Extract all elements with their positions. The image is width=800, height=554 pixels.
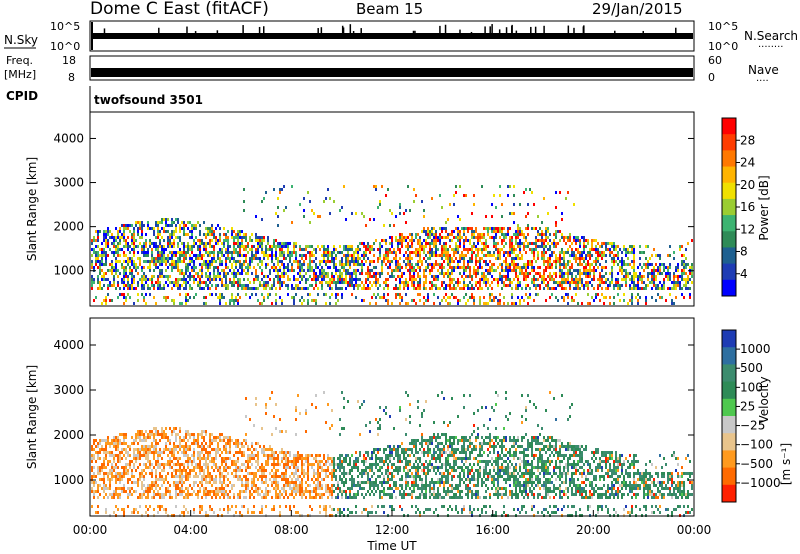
y-tick-label: 3000	[53, 383, 84, 397]
x-tick-label: 00:00	[73, 523, 108, 537]
colorbar-tick-label: −100	[740, 438, 773, 452]
colorbar-swatch	[722, 215, 736, 232]
beam-title: Beam 15	[356, 0, 423, 18]
colorbar-swatch	[722, 347, 736, 365]
colorbar-swatch	[722, 118, 736, 135]
colorbar-swatch	[722, 279, 736, 297]
y-tick-label: 3000	[53, 176, 84, 190]
power-panel-frame	[89, 111, 695, 307]
cpid-label: CPID	[6, 89, 38, 103]
y-tick-label: 4000	[53, 131, 84, 145]
colorbar-tick-label: 500	[740, 361, 763, 375]
colorbar-tick-label: 20	[740, 178, 755, 192]
nsky-tick-top: 10^5	[50, 20, 80, 33]
colorbar-swatch	[722, 166, 736, 184]
x-tick-label: 00:00	[677, 523, 712, 537]
colorbar-tick-label: −1000	[740, 476, 781, 490]
colorbar-swatch	[722, 416, 736, 434]
colorbar-tick-label: 1000	[740, 342, 771, 356]
cpid-value: twofsound 3501	[94, 93, 203, 107]
station-title: Dome C East (fitACF)	[90, 0, 269, 19]
nave-label: Nave	[748, 63, 779, 77]
x-axis-ticks: 00:00 04:00 08:00 12:00 16:00 20:00 00:00	[73, 510, 712, 537]
colorbar-tick-label: 24	[740, 156, 755, 170]
freq-panel	[89, 55, 695, 81]
power-colorbar: 28 24 20 16 12 8 4	[721, 117, 755, 297]
colorbar-tick-label: 8	[740, 245, 748, 259]
colorbar-tick-label: −25	[740, 419, 765, 433]
power-heatmap	[91, 185, 693, 305]
y-tick-label: 1000	[53, 264, 84, 278]
freq-tick-top: 18	[62, 54, 76, 67]
nsky-trace	[91, 22, 693, 50]
colorbar-swatch	[722, 231, 736, 248]
y-tick-label: 2000	[53, 428, 84, 442]
nsearch-tick-bottom: 10^0	[708, 40, 738, 53]
date-title: 29/Jan/2015	[592, 0, 683, 18]
colorbar-tick-label: 28	[740, 133, 755, 147]
colorbar-tick-label: −500	[740, 457, 773, 471]
colorbar-swatch	[722, 330, 736, 348]
colorbar-swatch	[722, 467, 736, 486]
colorbar-tick-label: 16	[740, 200, 755, 214]
colorbar-swatch	[722, 433, 736, 451]
nave-dots: ····	[756, 76, 769, 87]
colorbar-swatch	[722, 364, 736, 383]
colorbar-swatch	[722, 247, 736, 265]
nsky-tick-bottom: 10^0	[50, 40, 80, 53]
nsearch-label: N.Search	[744, 29, 798, 43]
velocity-y-ticks: 4000 3000 2000 1000	[53, 338, 694, 487]
freq-unit: [MHz]	[4, 68, 36, 81]
colorbar-swatch	[722, 198, 736, 216]
nsearch-dots: ········	[758, 42, 783, 53]
freq-trace	[91, 68, 693, 77]
freq-tick-bottom: 8	[68, 71, 75, 84]
x-tick-label: 08:00	[274, 523, 309, 537]
x-axis-label: Time UT	[366, 539, 417, 553]
colorbar-swatch	[722, 450, 736, 469]
nsearch-tick-top: 10^5	[708, 20, 738, 33]
colorbar-swatch	[722, 150, 736, 168]
colorbar-swatch	[722, 398, 736, 417]
colorbar-swatch	[722, 263, 736, 281]
velocity-cbar-unit: [m s⁻¹]	[779, 443, 793, 485]
colorbar-swatch	[722, 134, 736, 151]
x-tick-label: 12:00	[375, 523, 410, 537]
colorbar-swatch	[722, 182, 736, 200]
x-tick-label: 20:00	[576, 523, 611, 537]
nsky-label: N.Sky	[4, 33, 38, 47]
y-tick-label: 2000	[53, 220, 84, 234]
colorbar-tick-label: 12	[740, 222, 755, 236]
x-tick-label: 04:00	[173, 523, 208, 537]
freq-label: Freq.	[6, 54, 33, 67]
velocity-cbar-label: Velocity	[757, 376, 771, 423]
velocity-ylabel: Slant Range [km]	[25, 365, 39, 469]
colorbar-tick-label: 25	[740, 399, 755, 413]
nsky-panel	[89, 20, 695, 52]
nave-tick-bottom: 0	[708, 71, 715, 84]
colorbar-swatch	[722, 484, 736, 503]
y-tick-label: 1000	[53, 473, 84, 487]
power-ylabel: Slant Range [km]	[25, 157, 39, 261]
velocity-colorbar: 1000 500 100 25 −25 −100 −500 −1000	[721, 329, 781, 503]
velocity-heatmap	[91, 391, 693, 517]
x-tick-label: 16:00	[475, 523, 510, 537]
colorbar-swatch	[722, 381, 736, 400]
colorbar-tick-label: 4	[740, 267, 748, 281]
colorbar-tick-label: 100	[740, 380, 763, 394]
power-y-ticks: 4000 3000 2000 1000	[53, 131, 694, 278]
y-tick-label: 4000	[53, 338, 84, 352]
power-cbar-label: Power [dB]	[757, 175, 771, 240]
nave-tick-top: 60	[708, 54, 722, 67]
